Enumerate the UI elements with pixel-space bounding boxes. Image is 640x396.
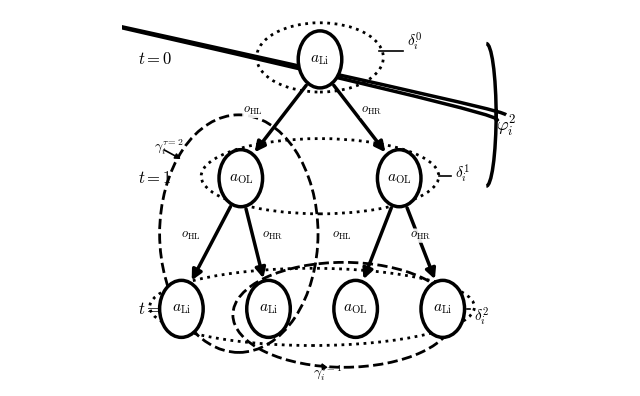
Ellipse shape <box>378 150 421 207</box>
Text: $t=1$: $t=1$ <box>138 169 172 187</box>
Text: $o_{\mathrm{HL}}$: $o_{\mathrm{HL}}$ <box>182 229 201 242</box>
Text: $\delta_i^0$: $\delta_i^0$ <box>407 30 422 53</box>
Text: $\delta_i^2$: $\delta_i^2$ <box>474 306 490 328</box>
Text: $\gamma_i^{\tau=1}$: $\gamma_i^{\tau=1}$ <box>313 363 342 382</box>
Text: $o_{\mathrm{HL}}$: $o_{\mathrm{HL}}$ <box>243 105 262 117</box>
Text: $\varphi_i^2$: $\varphi_i^2$ <box>496 114 516 139</box>
Text: $o_{\mathrm{HL}}$: $o_{\mathrm{HL}}$ <box>332 229 351 242</box>
Ellipse shape <box>219 150 262 207</box>
Ellipse shape <box>159 280 203 337</box>
Text: $o_{\mathrm{HR}}$: $o_{\mathrm{HR}}$ <box>262 229 283 242</box>
Text: $a_{\mathrm{OL}}$: $a_{\mathrm{OL}}$ <box>228 171 253 186</box>
Text: $o_{\mathrm{HR}}$: $o_{\mathrm{HR}}$ <box>361 105 382 117</box>
Text: $a_{\mathrm{Li}}$: $a_{\mathrm{Li}}$ <box>259 301 278 316</box>
Text: $o_{\mathrm{HR}}$: $o_{\mathrm{HR}}$ <box>410 229 431 242</box>
Ellipse shape <box>298 31 342 88</box>
Text: $t=2$: $t=2$ <box>138 300 172 318</box>
Ellipse shape <box>421 280 465 337</box>
Text: $\gamma_i^{\tau=2}$: $\gamma_i^{\tau=2}$ <box>154 137 183 156</box>
Text: $a_{\mathrm{Li}}$: $a_{\mathrm{Li}}$ <box>310 52 330 67</box>
Text: $\delta_i^1$: $\delta_i^1$ <box>454 163 470 185</box>
Text: $a_{\mathrm{Li}}$: $a_{\mathrm{Li}}$ <box>172 301 191 316</box>
Text: $a_{\mathrm{OL}}$: $a_{\mathrm{OL}}$ <box>387 171 412 186</box>
Text: $t=0$: $t=0$ <box>138 50 172 69</box>
Ellipse shape <box>334 280 378 337</box>
Text: $a_{\mathrm{Li}}$: $a_{\mathrm{Li}}$ <box>433 301 452 316</box>
Ellipse shape <box>247 280 291 337</box>
Text: $a_{\mathrm{OL}}$: $a_{\mathrm{OL}}$ <box>344 301 368 316</box>
